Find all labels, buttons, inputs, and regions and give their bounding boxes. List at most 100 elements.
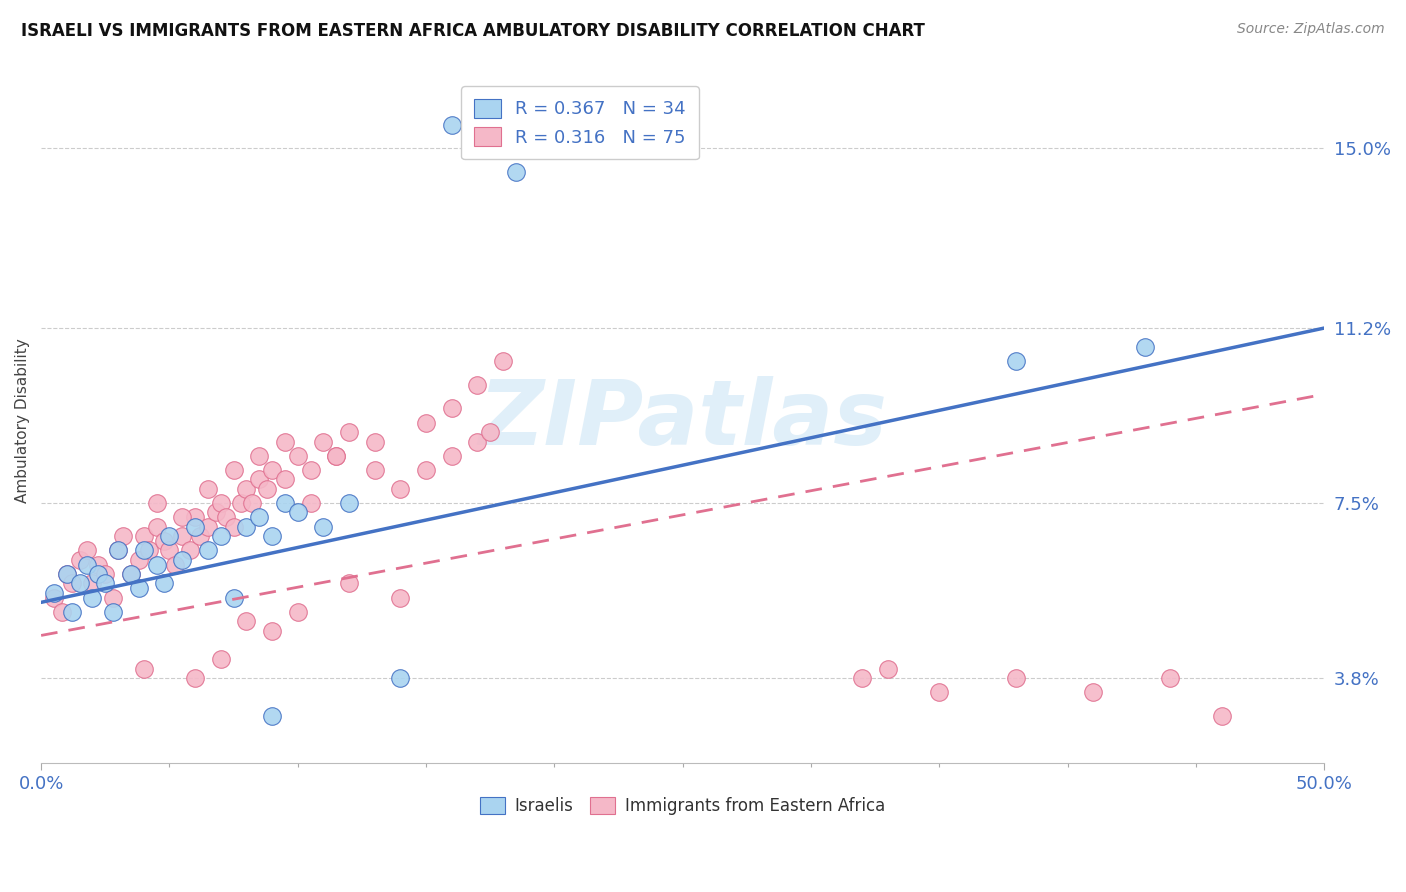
Point bbox=[467, 377, 489, 392]
Point bbox=[172, 553, 194, 567]
Point bbox=[132, 529, 155, 543]
Legend: Israelis, Immigrants from Eastern Africa: Israelis, Immigrants from Eastern Africa bbox=[471, 789, 894, 823]
Point bbox=[928, 685, 950, 699]
Point bbox=[107, 543, 129, 558]
Point bbox=[287, 506, 309, 520]
Point bbox=[145, 496, 167, 510]
Point bbox=[69, 553, 91, 567]
Point bbox=[138, 543, 160, 558]
Point bbox=[440, 401, 463, 416]
Point bbox=[222, 463, 245, 477]
Point bbox=[112, 529, 135, 543]
Point bbox=[120, 566, 142, 581]
Point bbox=[86, 558, 108, 572]
Point bbox=[337, 425, 360, 439]
Point bbox=[204, 506, 226, 520]
Point bbox=[94, 566, 117, 581]
Point bbox=[76, 543, 98, 558]
Point bbox=[209, 652, 232, 666]
Point bbox=[82, 591, 104, 605]
Point bbox=[55, 566, 77, 581]
Point bbox=[312, 519, 335, 533]
Point bbox=[1083, 685, 1105, 699]
Point bbox=[299, 463, 322, 477]
Point bbox=[415, 463, 437, 477]
Point bbox=[153, 533, 176, 548]
Point bbox=[157, 529, 180, 543]
Point bbox=[260, 463, 283, 477]
Point bbox=[51, 605, 73, 619]
Point bbox=[1159, 671, 1181, 685]
Point bbox=[184, 510, 207, 524]
Point bbox=[69, 576, 91, 591]
Point bbox=[274, 496, 297, 510]
Point bbox=[128, 581, 150, 595]
Point bbox=[222, 591, 245, 605]
Point bbox=[172, 529, 194, 543]
Point bbox=[197, 519, 219, 533]
Point bbox=[60, 576, 83, 591]
Point bbox=[337, 576, 360, 591]
Point bbox=[389, 671, 412, 685]
Point bbox=[42, 591, 65, 605]
Point bbox=[247, 510, 270, 524]
Point bbox=[94, 576, 117, 591]
Point bbox=[440, 118, 463, 132]
Point bbox=[299, 496, 322, 510]
Text: ZIPatlas: ZIPatlas bbox=[478, 376, 887, 464]
Point bbox=[851, 671, 873, 685]
Point bbox=[287, 449, 309, 463]
Point bbox=[235, 614, 257, 628]
Point bbox=[247, 472, 270, 486]
Point bbox=[163, 558, 186, 572]
Point bbox=[231, 496, 253, 510]
Point bbox=[479, 425, 502, 439]
Point bbox=[132, 661, 155, 675]
Point bbox=[132, 543, 155, 558]
Point bbox=[184, 519, 207, 533]
Point bbox=[107, 543, 129, 558]
Point bbox=[337, 496, 360, 510]
Point bbox=[260, 709, 283, 723]
Point bbox=[505, 165, 527, 179]
Point bbox=[184, 671, 207, 685]
Point bbox=[55, 566, 77, 581]
Point bbox=[389, 482, 412, 496]
Point bbox=[467, 434, 489, 449]
Point bbox=[256, 482, 278, 496]
Point bbox=[42, 586, 65, 600]
Text: Source: ZipAtlas.com: Source: ZipAtlas.com bbox=[1237, 22, 1385, 37]
Point bbox=[364, 434, 387, 449]
Point bbox=[274, 472, 297, 486]
Point bbox=[235, 519, 257, 533]
Point bbox=[76, 558, 98, 572]
Point bbox=[209, 496, 232, 510]
Point bbox=[188, 529, 211, 543]
Point bbox=[440, 449, 463, 463]
Point bbox=[145, 558, 167, 572]
Point bbox=[274, 434, 297, 449]
Point bbox=[86, 566, 108, 581]
Point bbox=[215, 510, 238, 524]
Point bbox=[312, 434, 335, 449]
Point bbox=[179, 543, 201, 558]
Point bbox=[240, 496, 263, 510]
Point bbox=[287, 605, 309, 619]
Text: ISRAELI VS IMMIGRANTS FROM EASTERN AFRICA AMBULATORY DISABILITY CORRELATION CHAR: ISRAELI VS IMMIGRANTS FROM EASTERN AFRIC… bbox=[21, 22, 925, 40]
Point bbox=[364, 463, 387, 477]
Point bbox=[128, 553, 150, 567]
Point bbox=[492, 354, 515, 368]
Point bbox=[247, 449, 270, 463]
Point bbox=[1005, 354, 1028, 368]
Point bbox=[153, 576, 176, 591]
Point bbox=[222, 519, 245, 533]
Point bbox=[157, 543, 180, 558]
Point bbox=[325, 449, 347, 463]
Point bbox=[120, 566, 142, 581]
Point bbox=[389, 591, 412, 605]
Point bbox=[260, 624, 283, 638]
Point bbox=[197, 482, 219, 496]
Point bbox=[172, 510, 194, 524]
Point bbox=[101, 605, 124, 619]
Point bbox=[877, 661, 900, 675]
